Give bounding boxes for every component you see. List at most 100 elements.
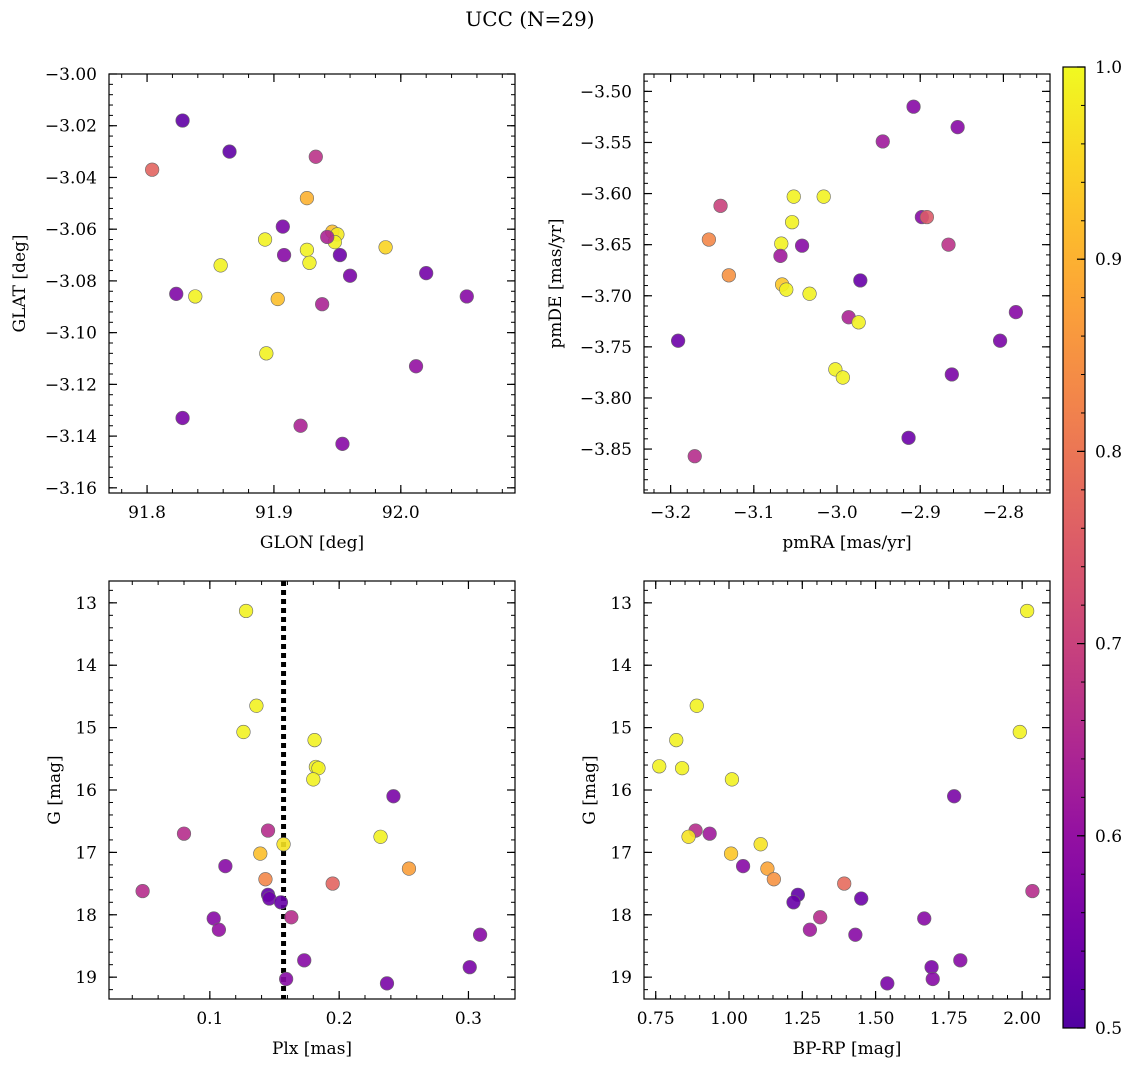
x-tick-label: 91.8	[128, 503, 166, 523]
y-tick-label: 16	[610, 781, 632, 801]
scatter-point	[848, 927, 863, 942]
scatter-point	[875, 134, 890, 149]
y-tick-label: −3.08	[45, 272, 97, 292]
scatter-point	[854, 891, 869, 906]
scatter-point	[253, 846, 268, 861]
scatter-point	[270, 291, 285, 307]
scatter-point	[308, 149, 323, 164]
y-tick-label: −3.50	[580, 82, 632, 102]
y-tick-label: −3.12	[45, 375, 97, 395]
scatter-point	[211, 922, 227, 937]
colorbar-tick-label: 0.6	[1095, 827, 1122, 847]
x-tick-label: −2.8	[983, 503, 1024, 523]
scatter-point	[320, 229, 335, 245]
scatter-point	[802, 286, 817, 301]
scatter-point	[459, 289, 474, 304]
scatter-point	[169, 286, 184, 301]
scatter-point	[906, 99, 921, 114]
scatter-point	[249, 698, 264, 713]
scatter-point	[652, 759, 667, 774]
x-axis-label: GLON [deg]	[260, 533, 364, 553]
x-tick-label: 2.00	[1003, 1009, 1041, 1029]
figure-title: UCC (N=29)	[465, 7, 594, 31]
y-tick-label: 19	[610, 968, 632, 988]
y-axis-label: G [mag]	[580, 755, 600, 824]
scatter-point	[257, 232, 273, 247]
y-tick-label: −3.85	[580, 440, 632, 460]
y-tick-label: 16	[75, 781, 97, 801]
scatter-point	[332, 247, 348, 263]
y-tick-label: 15	[610, 719, 632, 739]
scatter-point	[880, 976, 895, 991]
colorbar-tick-label: 0.8	[1095, 442, 1122, 462]
x-axis-label: pmRA [mas/yr]	[782, 533, 911, 553]
y-tick-label: −3.60	[580, 185, 632, 205]
y-tick-label: 14	[610, 656, 632, 676]
colorbar-tick-label: 0.7	[1095, 635, 1122, 655]
scatter-point	[786, 189, 801, 204]
y-tick-label: −3.16	[45, 479, 97, 499]
y-axis-label: G [mag]	[45, 755, 65, 824]
scatter-point	[669, 732, 684, 748]
scatter-point	[992, 333, 1008, 348]
scatter-point	[853, 273, 868, 288]
y-tick-label: 19	[75, 968, 97, 988]
scatter-point	[419, 266, 434, 281]
y-tick-label: −3.10	[45, 324, 97, 344]
scatter-point	[786, 895, 801, 910]
scatter-point	[373, 829, 388, 844]
y-tick-label: −3.06	[45, 220, 97, 240]
x-tick-label: 0.2	[326, 1009, 353, 1029]
axes-frame	[643, 580, 1051, 1000]
scatter-point	[293, 418, 308, 433]
scatter-point	[175, 113, 190, 128]
scatter-point	[701, 232, 716, 247]
scatter-point	[950, 120, 965, 135]
y-tick-label: −3.55	[580, 133, 632, 153]
scatter-point	[408, 359, 424, 374]
scatter-point	[766, 872, 781, 887]
scatter-point	[816, 189, 831, 204]
x-tick-label: 0.1	[196, 1009, 223, 1029]
colorbar-gradient	[1062, 66, 1086, 1029]
scatter-point	[773, 248, 788, 264]
scatter-point	[917, 911, 932, 926]
scatter-point	[784, 215, 800, 230]
scatter-point	[687, 449, 702, 464]
y-axis-label: pmDE [mas/yr]	[546, 218, 566, 348]
y-axis-label: GLAT [deg]	[10, 234, 30, 332]
x-tick-label: 1.25	[783, 1009, 821, 1029]
scatter-point	[1025, 883, 1040, 899]
scatter-point	[335, 436, 350, 451]
y-tick-label: 17	[75, 843, 97, 863]
panel-bprp-g: 0.75 1.00 1.25 1.50 1.75 2.00 13 14 15 16 17 18 19 BP…	[580, 580, 1051, 1059]
x-tick-label: 92.0	[382, 503, 420, 523]
scatter-point	[837, 876, 852, 891]
scatter-point	[315, 297, 330, 312]
scatter-point	[802, 922, 818, 937]
scatter-point	[222, 144, 237, 159]
scatter-point	[218, 859, 233, 874]
scatter-point	[925, 971, 940, 987]
axes-frame	[643, 73, 1051, 494]
scatter-point	[724, 772, 740, 787]
scatter-point	[1020, 603, 1035, 619]
y-tick-label: −3.00	[45, 65, 97, 85]
y-tick-label: −3.65	[580, 236, 632, 256]
x-axis-label: BP-RP [mag]	[793, 1039, 902, 1059]
scatter-point	[947, 789, 962, 804]
scatter-point	[386, 789, 401, 804]
scatter-point	[794, 238, 810, 253]
colorbar: 0.5 0.6 0.7 0.8 0.9 1.0	[1062, 58, 1122, 1039]
scatter-point	[284, 910, 299, 925]
x-tick-label: 1.00	[710, 1009, 748, 1029]
axes-frame	[108, 73, 516, 494]
scatter-points	[145, 113, 474, 451]
scatter-point	[681, 829, 696, 844]
x-tick-label: −3.2	[650, 503, 691, 523]
scatter-point	[944, 367, 959, 382]
panel-plx-g: 0.1 0.2 0.3 13 14 15 16 17 18 19 Plx [mas] G [mag]	[45, 580, 516, 1059]
panel-glon-glat: 91.8 91.9 92.0 −3.16 −3.14 −3.12 −3.10 −3.08 −3.…	[10, 65, 516, 553]
colorbar-tick-label: 0.5	[1095, 1019, 1122, 1039]
scatter-point	[1008, 305, 1023, 320]
